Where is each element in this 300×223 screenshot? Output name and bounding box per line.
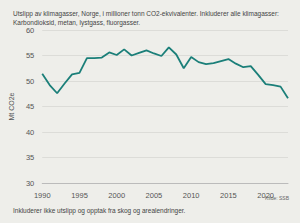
svg-text:30: 30 <box>26 179 34 188</box>
svg-text:40: 40 <box>26 128 34 137</box>
svg-text:Mt CO2e: Mt CO2e <box>8 92 15 120</box>
svg-text:Inkluderer ikke utslipp og opp: Inkluderer ikke utslipp og opptak fra sk… <box>13 207 186 215</box>
svg-text:55: 55 <box>26 51 34 60</box>
svg-text:50: 50 <box>26 77 34 86</box>
svg-text:Karbondioksid, metan, lystgass: Karbondioksid, metan, lystgass, fluorgas… <box>13 19 140 27</box>
svg-text:Kilde: SSB: Kilde: SSB <box>265 195 290 201</box>
svg-text:2010: 2010 <box>183 191 200 200</box>
svg-text:60: 60 <box>26 26 34 35</box>
svg-text:45: 45 <box>26 102 34 111</box>
svg-text:35: 35 <box>26 153 34 162</box>
svg-text:1990: 1990 <box>34 191 51 200</box>
svg-text:2005: 2005 <box>146 191 163 200</box>
svg-text:1995: 1995 <box>71 191 88 200</box>
svg-text:Utslipp av klimagasser, Norge,: Utslipp av klimagasser, Norge, i million… <box>13 10 281 18</box>
svg-text:2015: 2015 <box>220 191 237 200</box>
svg-text:2000: 2000 <box>108 191 125 200</box>
